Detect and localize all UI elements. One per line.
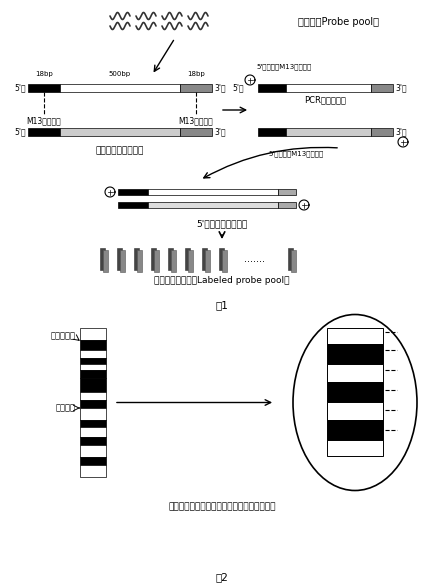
Text: 3'端: 3'端 bbox=[214, 128, 226, 136]
Bar bbox=[134, 248, 139, 270]
Bar bbox=[80, 350, 106, 358]
Text: 500bp: 500bp bbox=[109, 71, 131, 77]
Bar bbox=[80, 457, 106, 465]
Bar bbox=[117, 248, 122, 270]
Bar bbox=[80, 340, 106, 350]
Bar bbox=[80, 392, 106, 400]
Bar bbox=[100, 248, 105, 270]
Bar bbox=[120, 250, 125, 272]
Bar bbox=[258, 84, 286, 92]
Bar bbox=[288, 248, 293, 270]
Bar bbox=[148, 202, 278, 208]
Bar bbox=[80, 378, 106, 392]
Text: PCR扩增和标记: PCR扩增和标记 bbox=[305, 95, 346, 104]
Bar bbox=[103, 250, 108, 272]
Text: 3'端: 3'端 bbox=[395, 83, 407, 92]
Text: 18bp: 18bp bbox=[187, 71, 205, 77]
Bar bbox=[154, 250, 159, 272]
Text: 5'端标记的双链探针: 5'端标记的双链探针 bbox=[196, 219, 248, 228]
Bar bbox=[28, 84, 60, 92]
Bar bbox=[327, 382, 383, 402]
Text: 标记后的探针库（Labeled probe pool）: 标记后的探针库（Labeled probe pool） bbox=[154, 276, 290, 285]
Text: .......: ....... bbox=[244, 254, 265, 264]
Bar bbox=[222, 250, 227, 272]
Text: 3'端: 3'端 bbox=[395, 128, 407, 136]
Text: M13下游标签: M13下游标签 bbox=[178, 116, 214, 125]
Bar bbox=[168, 248, 173, 270]
Bar bbox=[148, 189, 278, 195]
Bar bbox=[327, 419, 383, 439]
Bar bbox=[327, 363, 383, 382]
Bar bbox=[80, 408, 106, 420]
Bar bbox=[28, 128, 60, 136]
Bar bbox=[202, 248, 207, 270]
Bar bbox=[185, 248, 190, 270]
Text: 重复序列: 重复序列 bbox=[56, 403, 76, 413]
Bar bbox=[327, 328, 383, 343]
Bar bbox=[219, 248, 224, 270]
Bar bbox=[291, 250, 296, 272]
Bar bbox=[205, 250, 210, 272]
Bar bbox=[188, 250, 193, 272]
Bar bbox=[371, 84, 393, 92]
Bar bbox=[171, 250, 176, 272]
Text: 5'端: 5'端 bbox=[14, 128, 26, 136]
Bar bbox=[80, 364, 106, 370]
Bar bbox=[80, 358, 106, 364]
Text: 5'端: 5'端 bbox=[232, 83, 244, 92]
Bar bbox=[80, 427, 106, 437]
Bar bbox=[180, 128, 212, 136]
Bar bbox=[60, 128, 180, 136]
Bar bbox=[278, 202, 296, 208]
Bar bbox=[80, 445, 106, 457]
Bar bbox=[327, 402, 383, 419]
Bar bbox=[151, 248, 156, 270]
Text: 长度均一的探针结合于基因组非重复序列区域: 长度均一的探针结合于基因组非重复序列区域 bbox=[168, 503, 276, 512]
Bar bbox=[137, 250, 142, 272]
Text: 图1: 图1 bbox=[216, 300, 228, 310]
Bar bbox=[80, 465, 106, 477]
Text: 5'端标记的M13下游引物: 5'端标记的M13下游引物 bbox=[268, 150, 323, 156]
Bar bbox=[118, 189, 148, 195]
Bar bbox=[60, 84, 180, 92]
Text: 探针池（Probe pool）: 探针池（Probe pool） bbox=[298, 17, 379, 27]
Bar bbox=[118, 202, 148, 208]
Text: 图2: 图2 bbox=[216, 572, 228, 582]
Text: 5'端: 5'端 bbox=[14, 83, 26, 92]
Text: 单个探针构造示意图: 单个探针构造示意图 bbox=[96, 146, 144, 155]
Bar bbox=[371, 128, 393, 136]
Text: 18bp: 18bp bbox=[35, 71, 53, 77]
Text: 3'端: 3'端 bbox=[214, 83, 226, 92]
Text: 非重复序列: 非重复序列 bbox=[51, 332, 76, 340]
Bar bbox=[80, 437, 106, 445]
Bar bbox=[80, 370, 106, 378]
Text: M13上游标签: M13上游标签 bbox=[27, 116, 61, 125]
Bar bbox=[258, 128, 286, 136]
Bar bbox=[80, 400, 106, 408]
Text: 5'端标记的M13上游引物: 5'端标记的M13上游引物 bbox=[256, 64, 311, 70]
Bar bbox=[327, 439, 383, 456]
Bar bbox=[327, 343, 383, 363]
Bar bbox=[80, 420, 106, 427]
Bar bbox=[286, 128, 371, 136]
Bar bbox=[80, 328, 106, 340]
Bar bbox=[286, 84, 371, 92]
Bar bbox=[180, 84, 212, 92]
Bar bbox=[278, 189, 296, 195]
